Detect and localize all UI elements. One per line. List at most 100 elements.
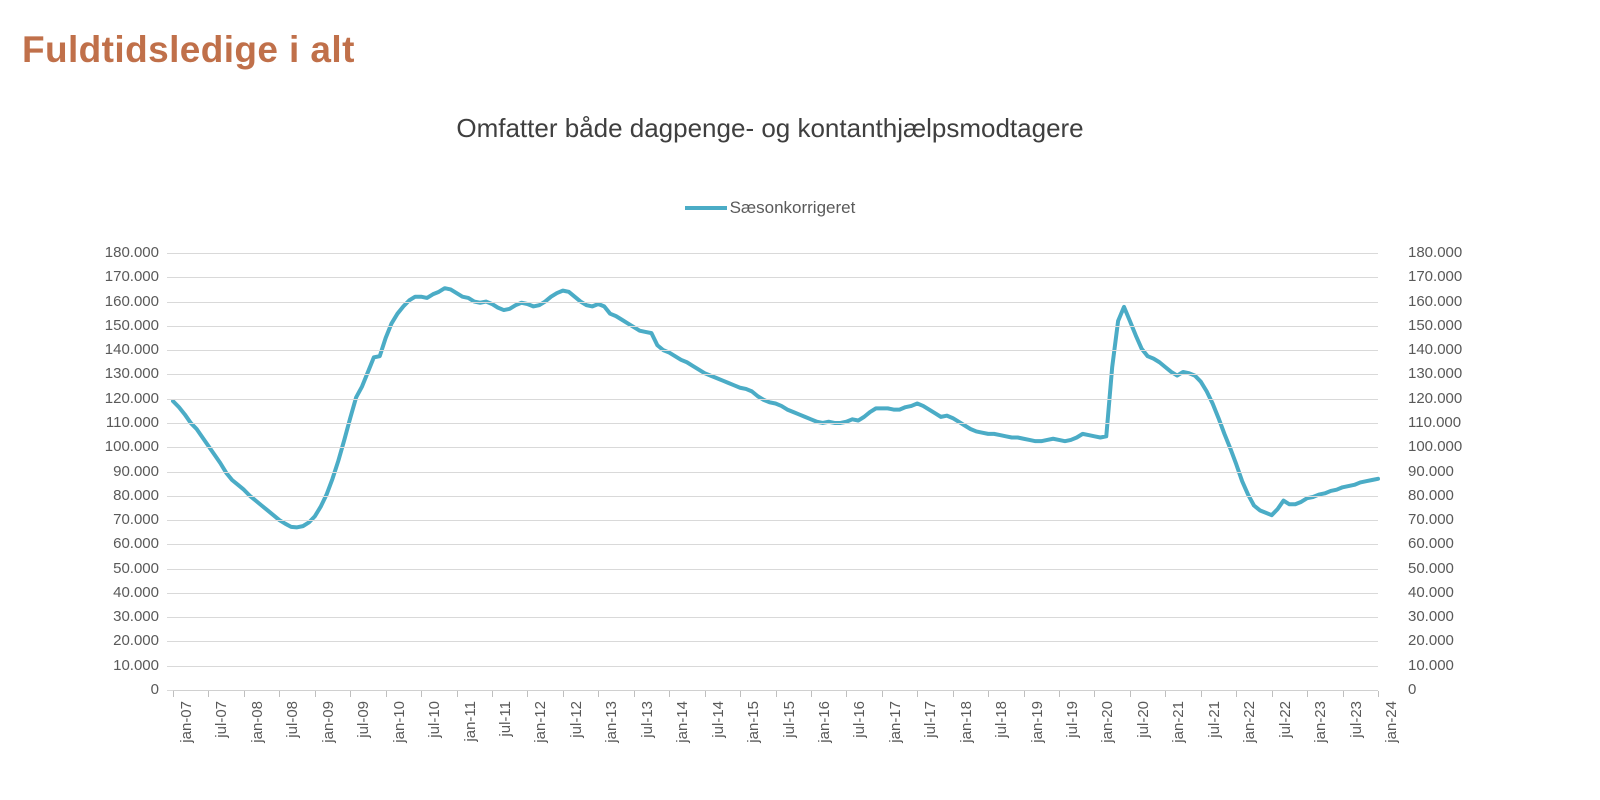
y-axis-label-left: 20.000 [113,632,159,650]
y-axis-label-right: 120.000 [1408,389,1463,407]
x-axis-label: jul-20 [1134,701,1152,738]
x-axis-tick-mark [314,691,316,697]
x-axis-tick-mark [740,691,742,697]
gridline [173,277,1378,279]
gridline [173,544,1378,546]
y-axis-label-left: 50.000 [113,559,159,577]
x-axis-tick-mark [456,691,458,697]
page-title: Fuldtidsledige i alt [22,29,355,70]
y-axis-label-right: 110.000 [1408,413,1462,431]
y-axis-tick-mark [167,471,173,473]
x-axis-tick-mark [917,691,919,697]
y-axis-label-right: 70.000 [1408,511,1454,529]
y-axis-tick-mark [167,422,173,424]
gridline [173,422,1378,424]
x-axis-label: jul-18 [993,701,1011,738]
y-axis-tick-mark [167,447,173,449]
y-axis-label-right: 160.000 [1408,292,1463,310]
x-axis-label: jan-18 [957,701,975,743]
gridline [173,447,1378,449]
x-axis-tick-mark [1165,691,1167,697]
y-axis-label-right: 180.000 [1408,244,1463,261]
x-axis-tick-mark [350,691,352,697]
x-axis-label: jul-16 [851,701,869,738]
y-axis-label-right: 20.000 [1408,632,1454,650]
x-axis-label: jul-22 [1276,701,1294,738]
y-axis-label-left: 10.000 [113,656,159,674]
x-axis-tick-mark [881,691,883,697]
x-axis-label: jan-22 [1241,701,1259,743]
y-axis-tick-mark [167,520,173,522]
y-axis-label-left: 70.000 [113,511,159,529]
x-axis-tick-mark [1023,691,1025,697]
gridline [173,617,1378,619]
gridline [173,592,1378,594]
x-axis-tick-mark [846,691,848,697]
y-axis-tick-mark [167,592,173,594]
x-axis-label: jan-24 [1383,701,1400,743]
x-axis-label: jul-12 [567,701,585,738]
x-axis-label: jul-21 [1205,701,1223,738]
x-axis-label: jul-14 [709,701,727,738]
y-axis-tick-mark [167,301,173,303]
gridline [173,398,1378,400]
legend-item-label: Sæsonkorrigeret [729,198,856,217]
x-axis-label: jan-15 [745,701,763,743]
y-axis-label-right: 90.000 [1408,462,1454,480]
x-axis-tick-mark [810,691,812,697]
x-axis-tick-mark [243,691,245,697]
y-axis-label-right: 140.000 [1408,341,1463,359]
x-axis-label: jul-13 [638,701,656,738]
x-axis-tick-mark [1236,691,1238,697]
y-axis-tick-mark [167,253,173,254]
y-axis-label-right: 150.000 [1408,316,1463,334]
y-axis-label-left: 80.000 [113,486,159,504]
y-axis-label-right: 10.000 [1408,656,1454,674]
x-axis-tick-mark [952,691,954,697]
y-axis-tick-mark [167,617,173,619]
x-axis-tick-mark [527,691,529,697]
y-axis-label-right: 130.000 [1408,365,1463,383]
x-axis-label: jan-16 [815,701,833,743]
y-axis-label-left: 150.000 [104,316,159,334]
x-axis-tick-mark [208,691,210,697]
x-axis-tick-mark [704,691,706,697]
x-axis-label: jan-13 [603,701,621,743]
x-axis-tick-mark [598,691,600,697]
x-axis-label: jul-10 [426,701,444,738]
x-axis-tick-mark [562,691,564,697]
x-axis-label: jan-07 [178,701,195,743]
y-axis-label-left: 180.000 [104,244,159,261]
y-axis-tick-mark [167,374,173,376]
gridline [173,665,1378,667]
y-axis-tick-mark [167,544,173,546]
x-axis-label: jan-10 [390,701,408,743]
x-axis-label: jul-08 [284,701,302,738]
x-axis-label: jan-17 [886,701,904,743]
y-axis-label-left: 60.000 [113,535,159,553]
gridline [173,495,1378,497]
x-axis-label: jul-17 [922,701,940,738]
x-axis-label: jul-19 [1064,701,1082,738]
x-axis-tick-mark [775,691,777,697]
x-axis-label: jul-11 [496,701,514,737]
x-axis-tick-mark [1307,691,1309,697]
x-axis-label: jan-12 [532,701,550,743]
x-axis-label: jan-08 [248,701,266,743]
gridline [173,325,1378,327]
gridline [173,690,1378,691]
x-axis-tick-mark [385,691,387,697]
y-axis-label-right: 40.000 [1408,583,1454,601]
y-axis-label-left: 40.000 [113,583,159,601]
gridline [173,568,1378,570]
gridline [173,471,1378,473]
x-axis-label: jan-11 [461,701,479,742]
x-axis-tick-mark [491,691,493,697]
x-axis-tick-mark [173,691,174,697]
x-axis-label: jul-15 [780,701,798,738]
x-axis-tick-mark [669,691,671,697]
y-axis-label-right: 30.000 [1408,608,1454,626]
x-axis-tick-mark [1271,691,1273,697]
